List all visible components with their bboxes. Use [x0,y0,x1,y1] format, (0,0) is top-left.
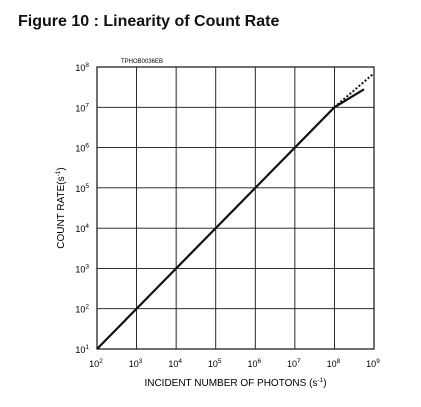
x-axis-label: INCIDENT NUMBER OF PHOTONS (s-1) [144,377,326,389]
chart-code: TPHOB0036EB [121,59,163,65]
plot-frame [96,66,375,350]
series-group [96,72,375,350]
x-tick-label: 103 [129,358,143,369]
y-tick-label: 106 [75,143,89,154]
y-axis-label: COUNT RATE(s-1) [55,167,67,249]
x-tick-label: 108 [327,358,341,369]
y-tick-label: 101 [75,344,89,355]
x-tick-label: 102 [89,358,103,369]
x-tick-label: 109 [366,358,380,369]
y-axis-label-sup: -1 [55,170,62,176]
x-tick-label: 106 [247,358,261,369]
y-axis-label-tail: ) [56,167,67,170]
y-axis-label-main: COUNT RATE(s [56,176,67,248]
x-axis-label-tail: ) [323,378,326,389]
x-tick-label: 104 [168,358,182,369]
y-tick-label: 105 [75,183,89,194]
series-line-dotted [333,72,375,109]
y-tick-label: 102 [75,304,89,315]
y-tick-labels: 101 102 103 104 105 106 107 108 [75,62,89,355]
x-axis-label-sup: -1 [317,377,323,384]
figure-title: Figure 10 : Linearity of Count Rate [18,13,280,30]
y-tick-label: 103 [75,263,89,274]
x-axis-label-main: INCIDENT NUMBER OF PHOTONS (s [144,378,317,389]
y-tick-label: 108 [75,62,89,73]
x-tick-label: 107 [287,358,301,369]
x-tick-labels: 102 103 104 105 106 107 108 109 [89,358,380,369]
y-tick-label: 104 [75,223,89,234]
series-line-solid [96,88,365,350]
x-tick-label: 105 [208,358,222,369]
y-tick-label: 107 [75,102,89,113]
